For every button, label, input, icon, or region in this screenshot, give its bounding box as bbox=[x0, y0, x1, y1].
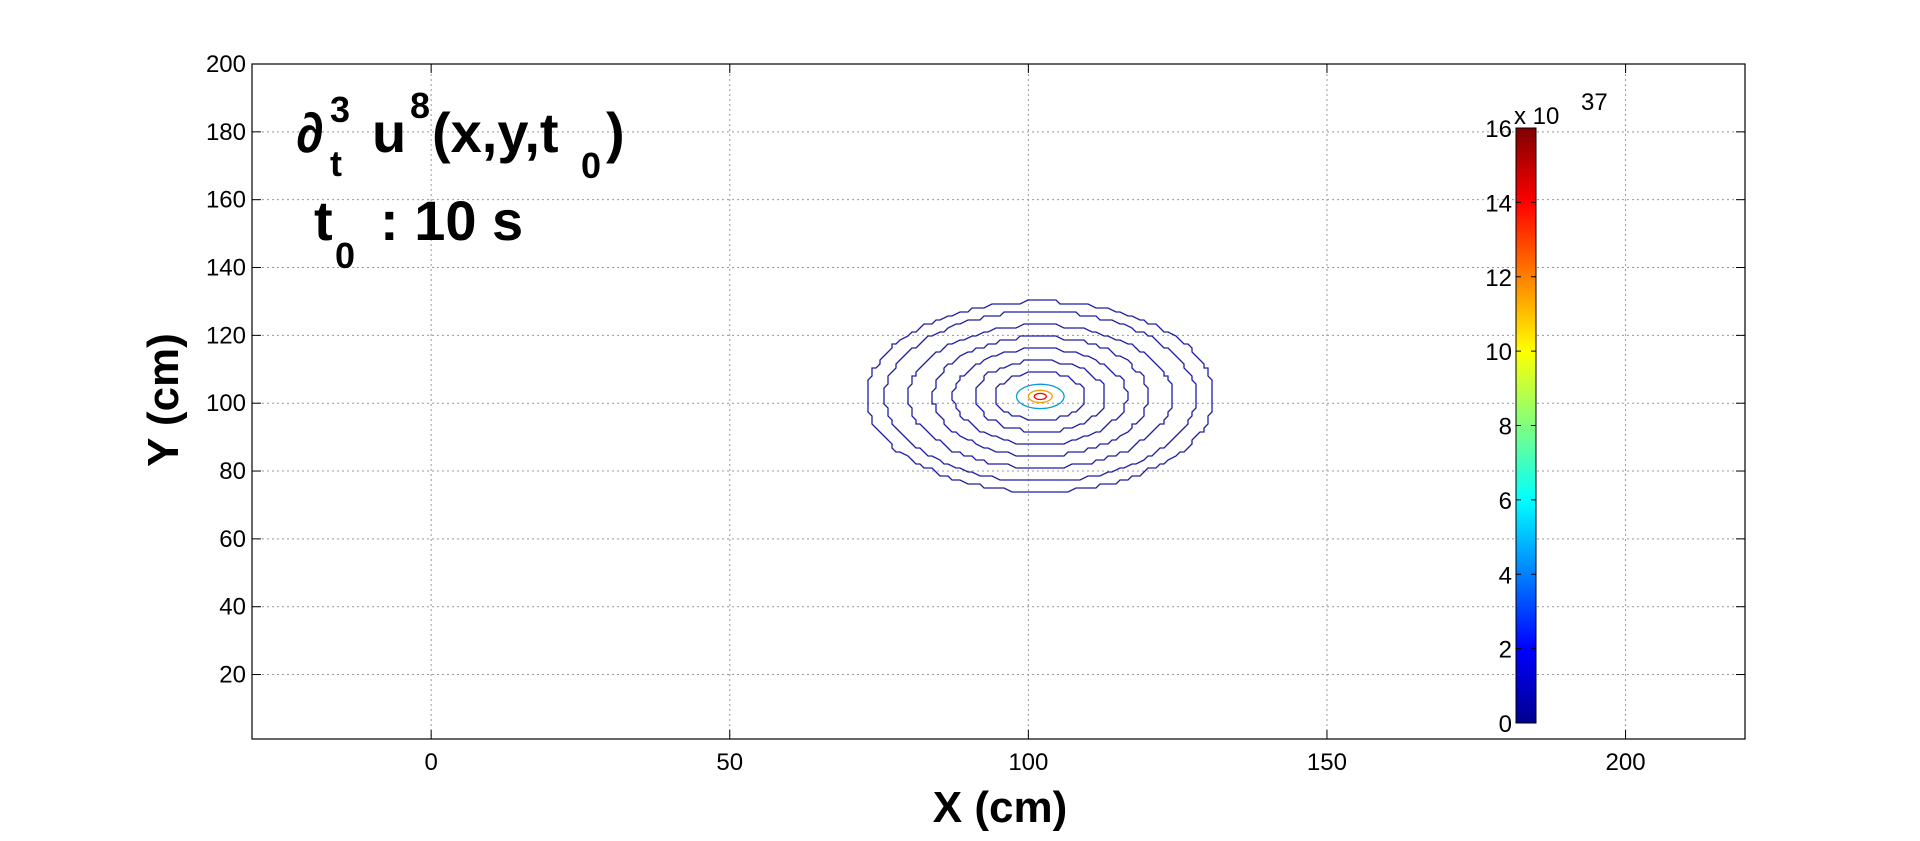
y-axis-label: Y (cm) bbox=[139, 333, 188, 467]
contour-line bbox=[867, 299, 1213, 493]
annotation-arguments-close: ) bbox=[606, 101, 625, 164]
x-tick-label: 50 bbox=[716, 749, 743, 776]
annotation-arguments: (x,y,t bbox=[432, 101, 559, 164]
y-tick-label: 160 bbox=[206, 187, 246, 214]
annotation-operator-sup: 3 bbox=[330, 89, 350, 130]
x-tick-label: 100 bbox=[1008, 749, 1048, 776]
colorbar-ticks: 0 2 4 6 8 10 12 14 16 bbox=[1485, 116, 1536, 738]
annotation-formula: ∂ 3 t u 8 (x,y,t 0 ) bbox=[296, 85, 625, 186]
plot-frame bbox=[251, 63, 1746, 740]
contour-lines bbox=[867, 299, 1213, 493]
colorbar-tick-label: 10 bbox=[1485, 339, 1512, 366]
y-tick-label: 20 bbox=[219, 662, 246, 689]
annotation-time: t 0 : 10 s bbox=[314, 189, 523, 276]
contour-line bbox=[931, 335, 1149, 457]
contour-line bbox=[951, 347, 1129, 445]
colorbar-tick-label: 14 bbox=[1485, 190, 1512, 217]
colorbar-multiplier: x 10 bbox=[1514, 103, 1559, 130]
colorbar-tick-label: 8 bbox=[1499, 414, 1512, 441]
annotation-arguments-sub: 0 bbox=[581, 145, 601, 186]
y-tick-label: 200 bbox=[206, 51, 246, 78]
y-tick-label: 180 bbox=[206, 119, 246, 146]
annotation-variable: u bbox=[372, 101, 406, 164]
contour-line bbox=[883, 311, 1197, 481]
contour-line bbox=[975, 359, 1105, 433]
annotation-time-symbol: t bbox=[314, 189, 333, 252]
colorbar-tick-label: 0 bbox=[1499, 711, 1512, 738]
annotation-operator: ∂ bbox=[296, 101, 324, 164]
colorbar-tick-label: 4 bbox=[1499, 562, 1512, 589]
x-axis-label: X (cm) bbox=[933, 783, 1067, 832]
colorbar-tick-label: 12 bbox=[1485, 265, 1512, 292]
colorbar-exponent: 37 bbox=[1581, 89, 1608, 116]
colorbar: 0 2 4 6 8 10 12 14 16 x 10 37 bbox=[1485, 89, 1607, 738]
contour-line bbox=[907, 323, 1173, 469]
y-tick-label: 80 bbox=[219, 458, 246, 485]
y-tick-label: 100 bbox=[206, 390, 246, 417]
annotation-operator-sub: t bbox=[330, 143, 342, 184]
x-tick-label: 150 bbox=[1307, 749, 1347, 776]
y-tick-label: 140 bbox=[206, 255, 246, 282]
annotation-variable-sup: 8 bbox=[410, 85, 430, 126]
plot-area bbox=[252, 64, 1745, 739]
colorbar-tick-label: 2 bbox=[1499, 637, 1512, 664]
y-tick-label: 120 bbox=[206, 322, 246, 349]
contour-line bbox=[995, 371, 1085, 421]
annotation-time-value: : 10 s bbox=[380, 189, 523, 252]
y-tick-label: 40 bbox=[219, 594, 246, 621]
contour-line bbox=[1033, 392, 1047, 401]
contour-line bbox=[1015, 383, 1065, 410]
contour-line bbox=[1027, 389, 1053, 404]
colorbar-tick-label: 6 bbox=[1499, 488, 1512, 515]
colorbar-tick-label: 16 bbox=[1485, 116, 1512, 143]
y-tick-label: 60 bbox=[219, 526, 246, 553]
x-tick-label: 0 bbox=[424, 749, 437, 776]
x-tick-label: 200 bbox=[1606, 749, 1646, 776]
annotation-time-sub: 0 bbox=[335, 235, 355, 276]
